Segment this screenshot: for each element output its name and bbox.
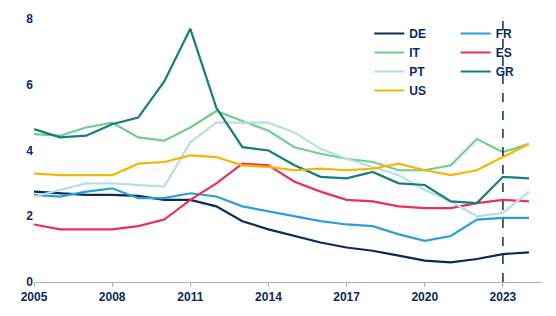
svg-text:2020: 2020 — [411, 290, 438, 304]
svg-text:6: 6 — [26, 78, 33, 92]
svg-text:0: 0 — [26, 275, 33, 289]
svg-text:8: 8 — [26, 12, 33, 26]
svg-text:ES: ES — [496, 46, 512, 60]
svg-text:FR: FR — [496, 27, 512, 41]
svg-text:PT: PT — [409, 65, 425, 79]
svg-text:GR: GR — [496, 65, 514, 79]
svg-text:4: 4 — [26, 144, 33, 158]
svg-text:US: US — [409, 84, 426, 98]
svg-text:2011: 2011 — [177, 290, 203, 304]
svg-text:IT: IT — [409, 46, 420, 60]
svg-text:2: 2 — [26, 209, 33, 223]
svg-text:2023: 2023 — [490, 290, 517, 304]
svg-text:DE: DE — [409, 27, 426, 41]
svg-text:2014: 2014 — [255, 290, 282, 304]
svg-text:2008: 2008 — [99, 290, 126, 304]
svg-text:2005: 2005 — [21, 290, 48, 304]
svg-text:2017: 2017 — [333, 290, 360, 304]
